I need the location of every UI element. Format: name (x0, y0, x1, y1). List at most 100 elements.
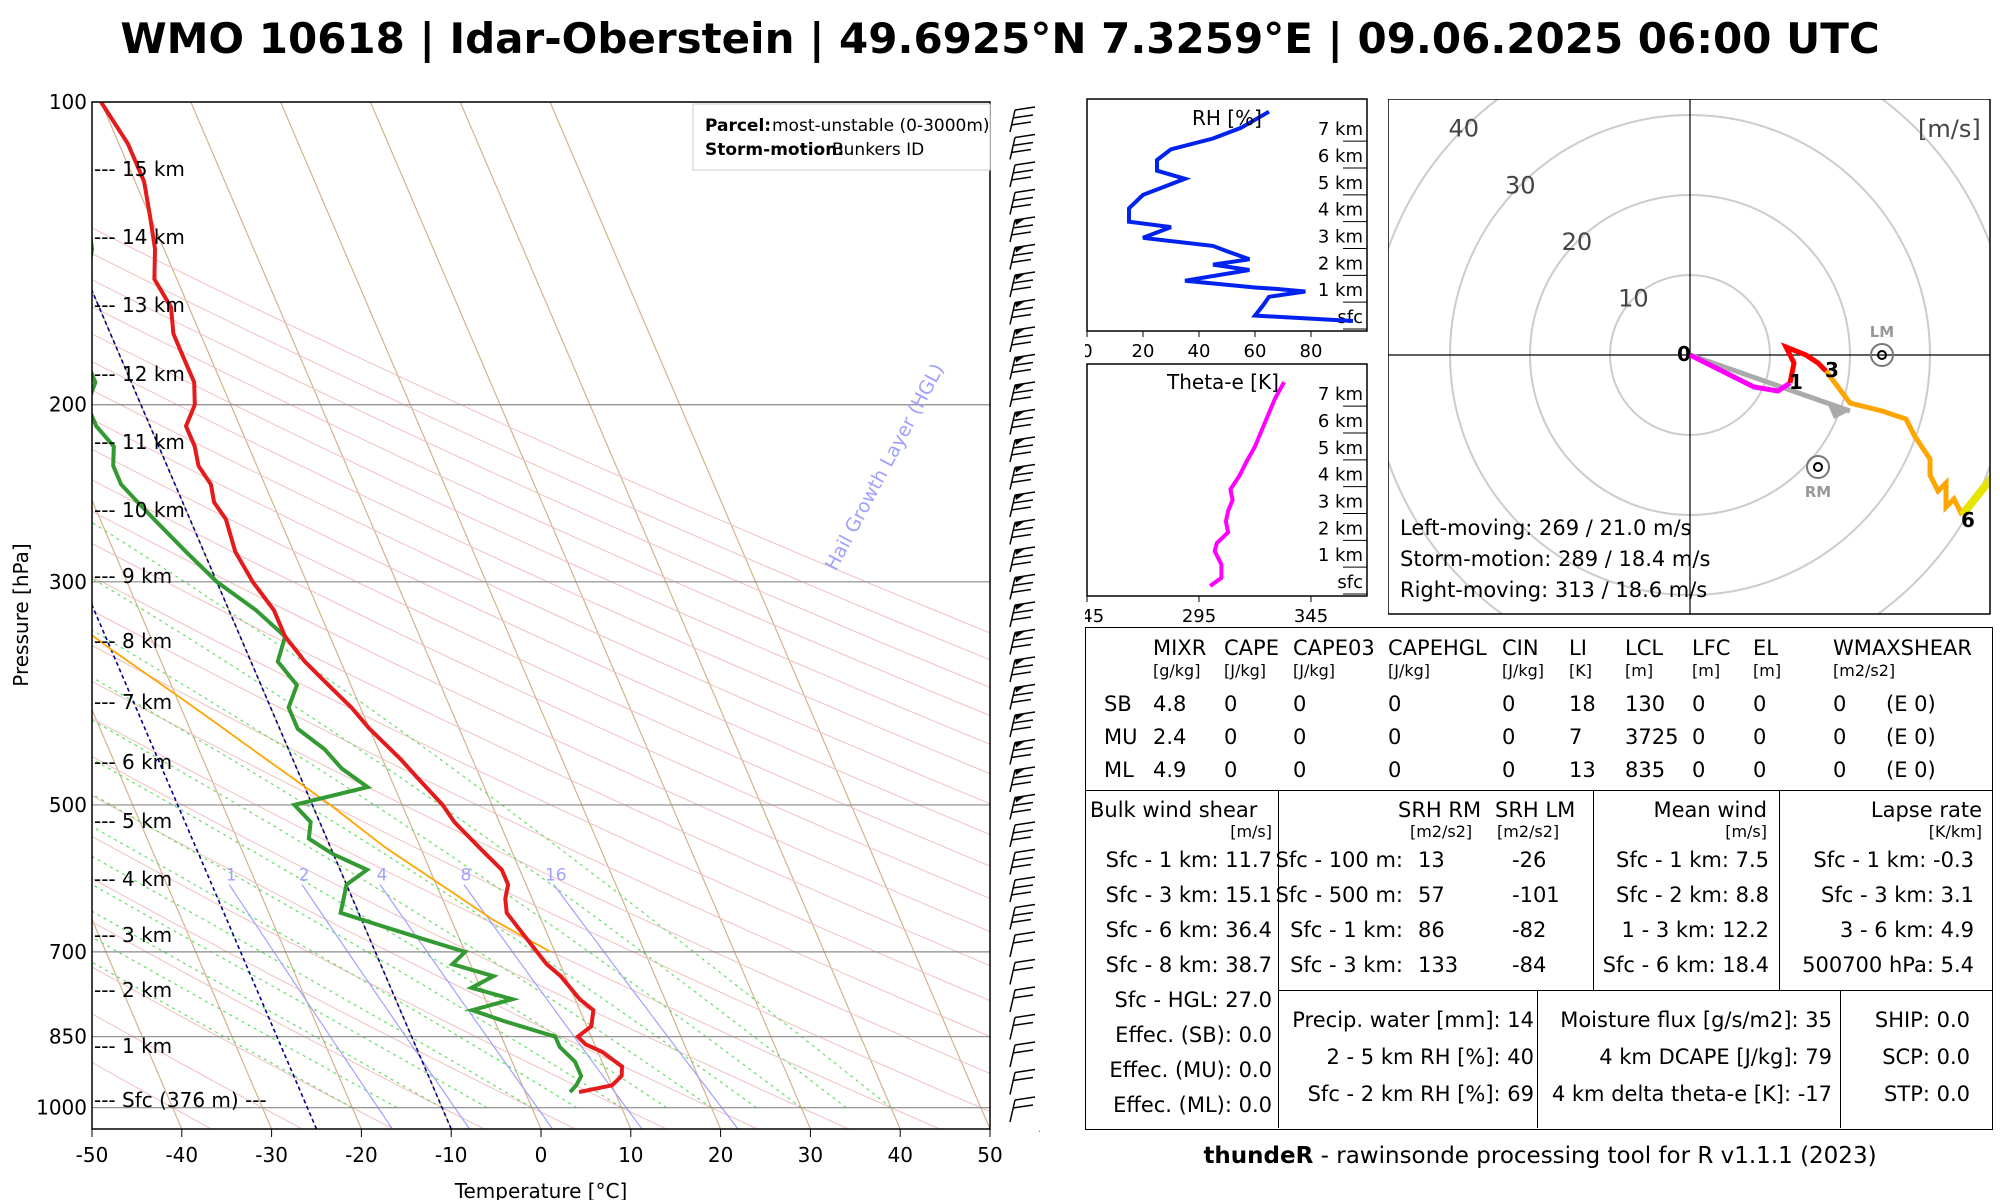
mixing-ratio-line (379, 884, 554, 1129)
moisture-left: Precip. water [mm]: 14 (1292, 1008, 1534, 1032)
mixing-ratio-line (553, 884, 739, 1129)
wind-barb-flag (1012, 911, 1034, 917)
thetae-panel: sfc 1 km 2 km 3 km 4 km 5 km 6 km 7 km 245 295 345… (1085, 363, 1368, 627)
wind-barb-flag (1012, 746, 1034, 752)
wind-barb-flag (1010, 451, 1032, 456)
dry-adiabat (92, 305, 990, 717)
wind-barb-staff (1009, 1044, 1016, 1068)
wind-barb (1009, 1068, 1036, 1095)
wind-barb (1009, 766, 1036, 793)
legend-parcel-value: most-unstable (0-3000m) (772, 116, 990, 136)
mixing-ratio-label: 4 (377, 866, 388, 886)
wind-barb-flag (1014, 1096, 1036, 1101)
moist-adiabat (92, 719, 712, 1109)
param-value: 0 (1753, 692, 1767, 716)
wind-barb-staff (1009, 687, 1016, 710)
param-value: 0 (1692, 725, 1706, 749)
moisture-left: Sfc - 2 km RH [%]: 69 (1307, 1082, 1534, 1106)
shear-row: Sfc - 3 km: 15.1 (1105, 883, 1272, 907)
wind-barb-staff (1009, 329, 1016, 353)
wind-barb-flag (1010, 231, 1032, 236)
wind-barb-flag (1014, 381, 1036, 386)
height-label: --- 13 km (94, 293, 185, 317)
wind-barb-flag (1012, 416, 1034, 422)
wind-barb-flag (1012, 1076, 1034, 1082)
dry-adiabat (92, 835, 667, 1129)
height-label: --- 7 km (94, 690, 172, 714)
srh-rm-value: 57 (1418, 883, 1445, 907)
thetae-title: Theta-e [K] (1166, 370, 1279, 394)
wind-barb-staff (1009, 852, 1016, 875)
param-value: 13 (1569, 758, 1596, 782)
wind-barb-flag (1014, 793, 1036, 799)
param-value: 0 (1293, 725, 1307, 749)
wind-barb-flag (1012, 581, 1034, 587)
height-label: --- 12 km (94, 362, 185, 386)
mixing-ratio-label: 16 (545, 866, 567, 886)
param-header: CAPE03 (1293, 636, 1375, 660)
dewpoint-line (92, 180, 584, 1094)
isotherm (369, 102, 811, 1129)
srh-rm-value: 86 (1418, 918, 1445, 942)
wind-barb-flag (1010, 561, 1032, 566)
wind-barb-flag (1014, 161, 1036, 166)
shear-row: Effec. (ML): 0.0 (1113, 1093, 1272, 1117)
pressure-tick-label: 300 (49, 570, 87, 594)
moisture-mid: 4 km delta theta-e [K]: -17 (1551, 1082, 1832, 1106)
km-label: 3 km (1318, 491, 1363, 512)
srh-lm-value: -82 (1512, 918, 1547, 942)
wind-barb-flag (1012, 114, 1034, 119)
wind-barb-flag (1012, 471, 1034, 477)
wind-barb-flag (1012, 636, 1034, 642)
wind-barb-flag (1012, 939, 1034, 944)
param-value: 835 (1625, 758, 1666, 782)
wind-barb (1009, 628, 1036, 655)
param-value: 0 (1502, 692, 1516, 716)
hodo-marker: 6 (1961, 508, 1975, 532)
param-value: 3725 (1625, 725, 1679, 749)
wind-barb-flag (1014, 1013, 1036, 1019)
wind-barb-staff (1009, 1072, 1016, 1095)
dry-adiabat (92, 644, 990, 1075)
wind-barb-flag (1014, 326, 1036, 331)
lapse-row: 3 - 6 km: 4.9 (1839, 918, 1974, 942)
param-value: 2.4 (1153, 725, 1187, 749)
moisture-mid: Moisture flux [g/s/m2]: 35 (1560, 1008, 1832, 1032)
wind-barb-flag (1010, 863, 1032, 869)
wind-barb-staff (1009, 384, 1016, 408)
param-value: 0 (1293, 692, 1307, 716)
wind-barb-flag (1014, 601, 1036, 606)
param-unit: [J/kg] (1224, 661, 1267, 680)
wind-barb-staff (1009, 1099, 1016, 1123)
moisture-right: SCP: 0.0 (1882, 1045, 1970, 1069)
legend-parcel-key: Parcel: (705, 116, 771, 136)
wind-barb (1009, 848, 1036, 875)
wind-barb-staff (1009, 522, 1016, 545)
wind-barb-staff (1009, 577, 1016, 600)
storm-point-label: RM (1805, 483, 1831, 501)
shear-title: Bulk wind shear (1090, 798, 1258, 822)
wind-barb-flag (1014, 876, 1036, 881)
hodo-marker: 0 (1677, 342, 1691, 366)
srh-lm-value: -84 (1512, 953, 1547, 977)
wind-barb (1009, 463, 1036, 490)
param-header: LFC (1692, 636, 1731, 660)
param-header: LCL (1625, 636, 1664, 660)
wind-barb-flag (1012, 169, 1034, 174)
dry-adiabat (92, 609, 990, 1038)
hodo-note-1: Left-moving: 269 / 21.0 m/s (1400, 516, 1691, 540)
skewt-legend: Parcel: most-unstable (0-3000m) Storm-mo… (692, 103, 991, 171)
wind-barb-flag (1012, 609, 1034, 614)
moist-adiabat (92, 961, 353, 1109)
params-table: MIXR [g/kg] CAPE [J/kg] CAPE03 [J/kg] CAPEHGL[… (1085, 627, 1993, 1130)
wind-barb-staff (1009, 742, 1016, 765)
mixing-ratio-line (463, 884, 643, 1129)
param-value: 0 (1388, 725, 1402, 749)
param-value: 0 (1224, 692, 1238, 716)
wind-barb-flag (1012, 801, 1034, 807)
param-unit: [m] (1692, 661, 1721, 680)
wind-barb-staff (1009, 247, 1016, 270)
isotherm (190, 102, 632, 1129)
height-label: --- 10 km (94, 498, 185, 522)
wind-barb-flag (1014, 931, 1036, 936)
